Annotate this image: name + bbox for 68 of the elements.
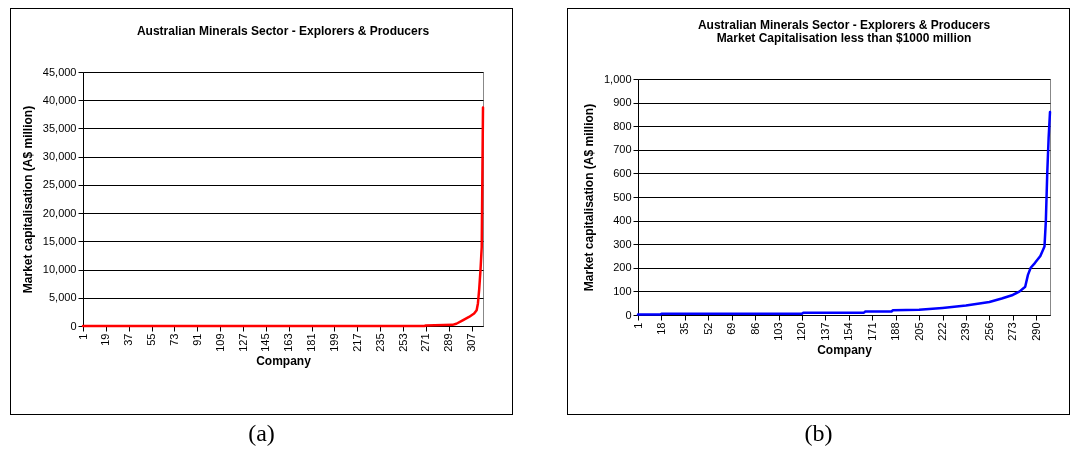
y-tick-label: 700 [613, 143, 632, 156]
y-tick-label: 45,000 [42, 65, 77, 78]
x-tick-label: 188 [889, 322, 902, 341]
y-tick-label: 500 [613, 190, 632, 203]
x-tick-label: 103 [772, 322, 785, 341]
x-tick-label: 145 [259, 333, 272, 352]
x-tick-label: 137 [818, 322, 831, 341]
x-tick-label: 52 [701, 322, 714, 335]
text: (b) [803, 420, 834, 447]
x-tick-label: 55 [145, 333, 158, 346]
x-tick-label: 19 [99, 333, 112, 346]
x-tick-label: 37 [122, 333, 135, 346]
y-tick-label: 300 [613, 237, 632, 250]
x-tick-label: 205 [912, 322, 925, 341]
y-tick-label: 25,000 [42, 178, 77, 191]
y-tick-label: 30,000 [42, 150, 77, 163]
y-tick-label: 1,000 [603, 72, 632, 85]
line-series [81, 106, 485, 328]
x-tick-label: 271 [419, 333, 432, 352]
y-tick-label: 20,000 [42, 206, 77, 219]
x-tick-label: 127 [236, 333, 249, 352]
x-tick-label: 18 [654, 322, 667, 335]
y-tick-label: 0 [625, 308, 632, 321]
x-tick-label: 73 [167, 333, 180, 346]
y-tick-label: 0 [70, 319, 77, 332]
x-tick-label: 1 [631, 322, 644, 329]
chart-title: Australian Minerals Sector - Explorers & Producers [697, 18, 991, 32]
y-tick-label: 10,000 [42, 263, 77, 276]
x-tick-label: 217 [350, 333, 363, 352]
x-tick-label: 109 [213, 333, 226, 352]
x-tick-label: 69 [725, 322, 738, 335]
x-tick-label: 307 [465, 333, 478, 352]
y-tick-label: 40,000 [42, 93, 77, 106]
x-axis-title: Company [256, 353, 312, 368]
x-tick-label: 86 [748, 322, 761, 335]
y-axis-title: Market capitalisation (A$ million) [20, 105, 35, 294]
x-tick-label: 290 [1029, 322, 1042, 341]
x-tick-label: 120 [795, 322, 808, 341]
x-tick-label: 181 [305, 333, 318, 352]
x-tick-label: 91 [190, 333, 203, 346]
y-tick-label: 200 [613, 261, 632, 274]
y-tick-label: 5,000 [48, 291, 77, 304]
x-tick-label: 163 [282, 333, 295, 352]
x-tick-label: 253 [396, 333, 409, 352]
x-tick-label: 1 [76, 333, 89, 340]
y-tick-label: 900 [613, 96, 632, 109]
y-tick-label: 400 [613, 214, 632, 227]
y-tick-label: 600 [613, 166, 632, 179]
x-axis-title: Company [817, 342, 873, 357]
x-tick-label: 273 [1006, 322, 1019, 341]
x-tick-label: 199 [327, 333, 340, 352]
y-axis-title: Market capitalisation (A$ million) [581, 103, 596, 292]
text: (a) [247, 420, 276, 447]
y-tick-label: 100 [613, 284, 632, 297]
x-tick-label: 222 [936, 322, 949, 341]
x-tick-label: 35 [678, 322, 691, 335]
y-tick-label: 800 [613, 119, 632, 132]
x-tick-label: 256 [982, 322, 995, 341]
x-tick-label: 289 [442, 333, 455, 352]
y-tick-label: 35,000 [42, 121, 77, 134]
x-tick-label: 154 [842, 322, 855, 341]
x-tick-label: 239 [959, 322, 972, 341]
line-series [636, 110, 1052, 316]
y-tick-label: 15,000 [42, 234, 77, 247]
x-tick-label: 171 [865, 322, 878, 341]
x-tick-label: 235 [373, 333, 386, 352]
chart-subtitle: Market Capitalisation less than $1000 million [716, 31, 972, 45]
chart-title: Australian Minerals Sector - Explorers & Producers [136, 24, 430, 38]
